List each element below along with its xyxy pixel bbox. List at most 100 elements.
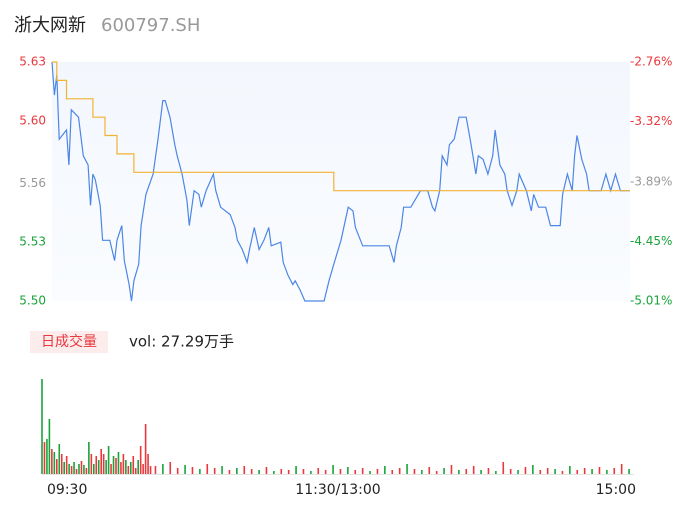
volume-bar bbox=[561, 471, 564, 474]
volume-bar bbox=[213, 468, 216, 474]
volume-bar bbox=[70, 466, 73, 474]
volume-bar bbox=[142, 464, 144, 474]
volume-bar bbox=[591, 469, 593, 474]
volume-bar bbox=[110, 464, 112, 474]
volume-bar bbox=[176, 468, 179, 474]
volume-bar bbox=[480, 470, 482, 474]
volume-tag bbox=[30, 331, 108, 353]
volume-bar bbox=[100, 449, 102, 474]
stock-name: 浙大网新 bbox=[14, 15, 86, 36]
volume-bar bbox=[310, 471, 312, 474]
volume-bar bbox=[236, 468, 238, 474]
volume-bar bbox=[569, 466, 571, 474]
volume-bar bbox=[465, 469, 468, 474]
volume-bar bbox=[60, 454, 63, 474]
volume-bar bbox=[48, 419, 51, 474]
volume-bar bbox=[43, 442, 46, 474]
volume-bar bbox=[517, 470, 519, 474]
x-tick-label: 11:30/13:00 bbox=[295, 482, 380, 498]
volume-bar bbox=[295, 466, 297, 474]
volume-bar bbox=[95, 456, 98, 474]
volume-bar bbox=[147, 454, 149, 474]
volume-bar bbox=[273, 471, 275, 474]
volume-bar bbox=[112, 456, 115, 474]
volume-bar bbox=[532, 465, 534, 474]
volume-bar bbox=[221, 466, 223, 474]
volume-bar bbox=[472, 466, 475, 474]
volume-bar bbox=[280, 469, 283, 474]
volume-bar bbox=[258, 470, 260, 474]
volume-bar bbox=[184, 465, 186, 474]
volume-bar bbox=[75, 469, 78, 474]
y-tick-label: 5.50 bbox=[19, 294, 46, 308]
volume-bar bbox=[598, 467, 601, 474]
volume-bar bbox=[115, 458, 117, 474]
volume-bar bbox=[68, 464, 70, 474]
volume-bar bbox=[58, 444, 61, 474]
y2-tick-label: -3.32% bbox=[630, 114, 672, 128]
volume-bar bbox=[384, 466, 386, 474]
volume-bar bbox=[125, 460, 127, 474]
volume-bar bbox=[78, 464, 80, 474]
volume-bar bbox=[46, 439, 48, 474]
x-tick-label: 15:00 bbox=[596, 482, 636, 498]
volume-bar bbox=[554, 469, 556, 474]
volume-bar bbox=[63, 462, 65, 474]
volume-bar bbox=[287, 470, 290, 474]
volume-bar bbox=[102, 454, 105, 474]
volume-bar bbox=[144, 424, 147, 474]
volume-bar bbox=[539, 470, 542, 474]
volume-bar bbox=[107, 446, 110, 474]
volume-bar bbox=[509, 469, 512, 474]
volume-bar bbox=[443, 468, 445, 474]
volume-bar bbox=[41, 379, 43, 474]
volume-bar bbox=[73, 462, 75, 474]
volume-bar bbox=[85, 468, 88, 474]
volume-bar bbox=[199, 469, 201, 474]
volume-bar bbox=[317, 468, 320, 474]
y-tick-label: 5.53 bbox=[19, 235, 46, 249]
y-tick-label: 5.63 bbox=[19, 55, 46, 69]
volume-bar bbox=[88, 442, 90, 474]
volume-bar bbox=[130, 462, 132, 474]
stock-code: 600797.SH bbox=[101, 15, 200, 36]
volume-bar bbox=[122, 454, 125, 474]
volume-bar bbox=[421, 470, 423, 474]
volume-bar bbox=[613, 468, 616, 474]
volume-bar bbox=[354, 470, 357, 474]
volume-tag-text: 日成交量 bbox=[41, 333, 97, 350]
volume-bar bbox=[51, 449, 53, 474]
volume-bar bbox=[134, 468, 137, 474]
volume-bar bbox=[65, 456, 68, 474]
y-tick-label: 5.60 bbox=[19, 113, 46, 127]
volume-bar bbox=[546, 468, 549, 474]
y2-tick-label: -5.01% bbox=[630, 294, 672, 308]
volume-bar bbox=[105, 460, 107, 474]
volume-bar bbox=[139, 446, 142, 474]
volume-bar bbox=[406, 464, 408, 474]
volume-bar bbox=[83, 465, 85, 474]
volume-bar bbox=[583, 468, 586, 474]
volume-bar bbox=[127, 466, 130, 474]
volume-bar bbox=[228, 470, 231, 474]
volume-bar bbox=[332, 465, 334, 474]
volume-bar bbox=[361, 468, 364, 474]
volume-bar bbox=[324, 470, 327, 474]
volume-bar bbox=[149, 466, 152, 474]
volume-bar bbox=[376, 469, 379, 474]
volume-bar bbox=[495, 471, 497, 474]
volume-bar bbox=[347, 467, 349, 474]
volume-bar bbox=[302, 469, 305, 474]
x-tick-label: 09:30 bbox=[47, 482, 87, 498]
volume-bar bbox=[458, 470, 460, 474]
volume-bar bbox=[137, 460, 139, 474]
volume-bar bbox=[524, 467, 527, 474]
volume-bar bbox=[80, 461, 83, 474]
y2-tick-label: -4.45% bbox=[630, 234, 672, 248]
volume-bar bbox=[502, 462, 505, 474]
volume-bar bbox=[162, 464, 164, 474]
volume-bar bbox=[169, 462, 172, 474]
volume-bar bbox=[450, 465, 453, 474]
volume-bar bbox=[97, 460, 100, 474]
